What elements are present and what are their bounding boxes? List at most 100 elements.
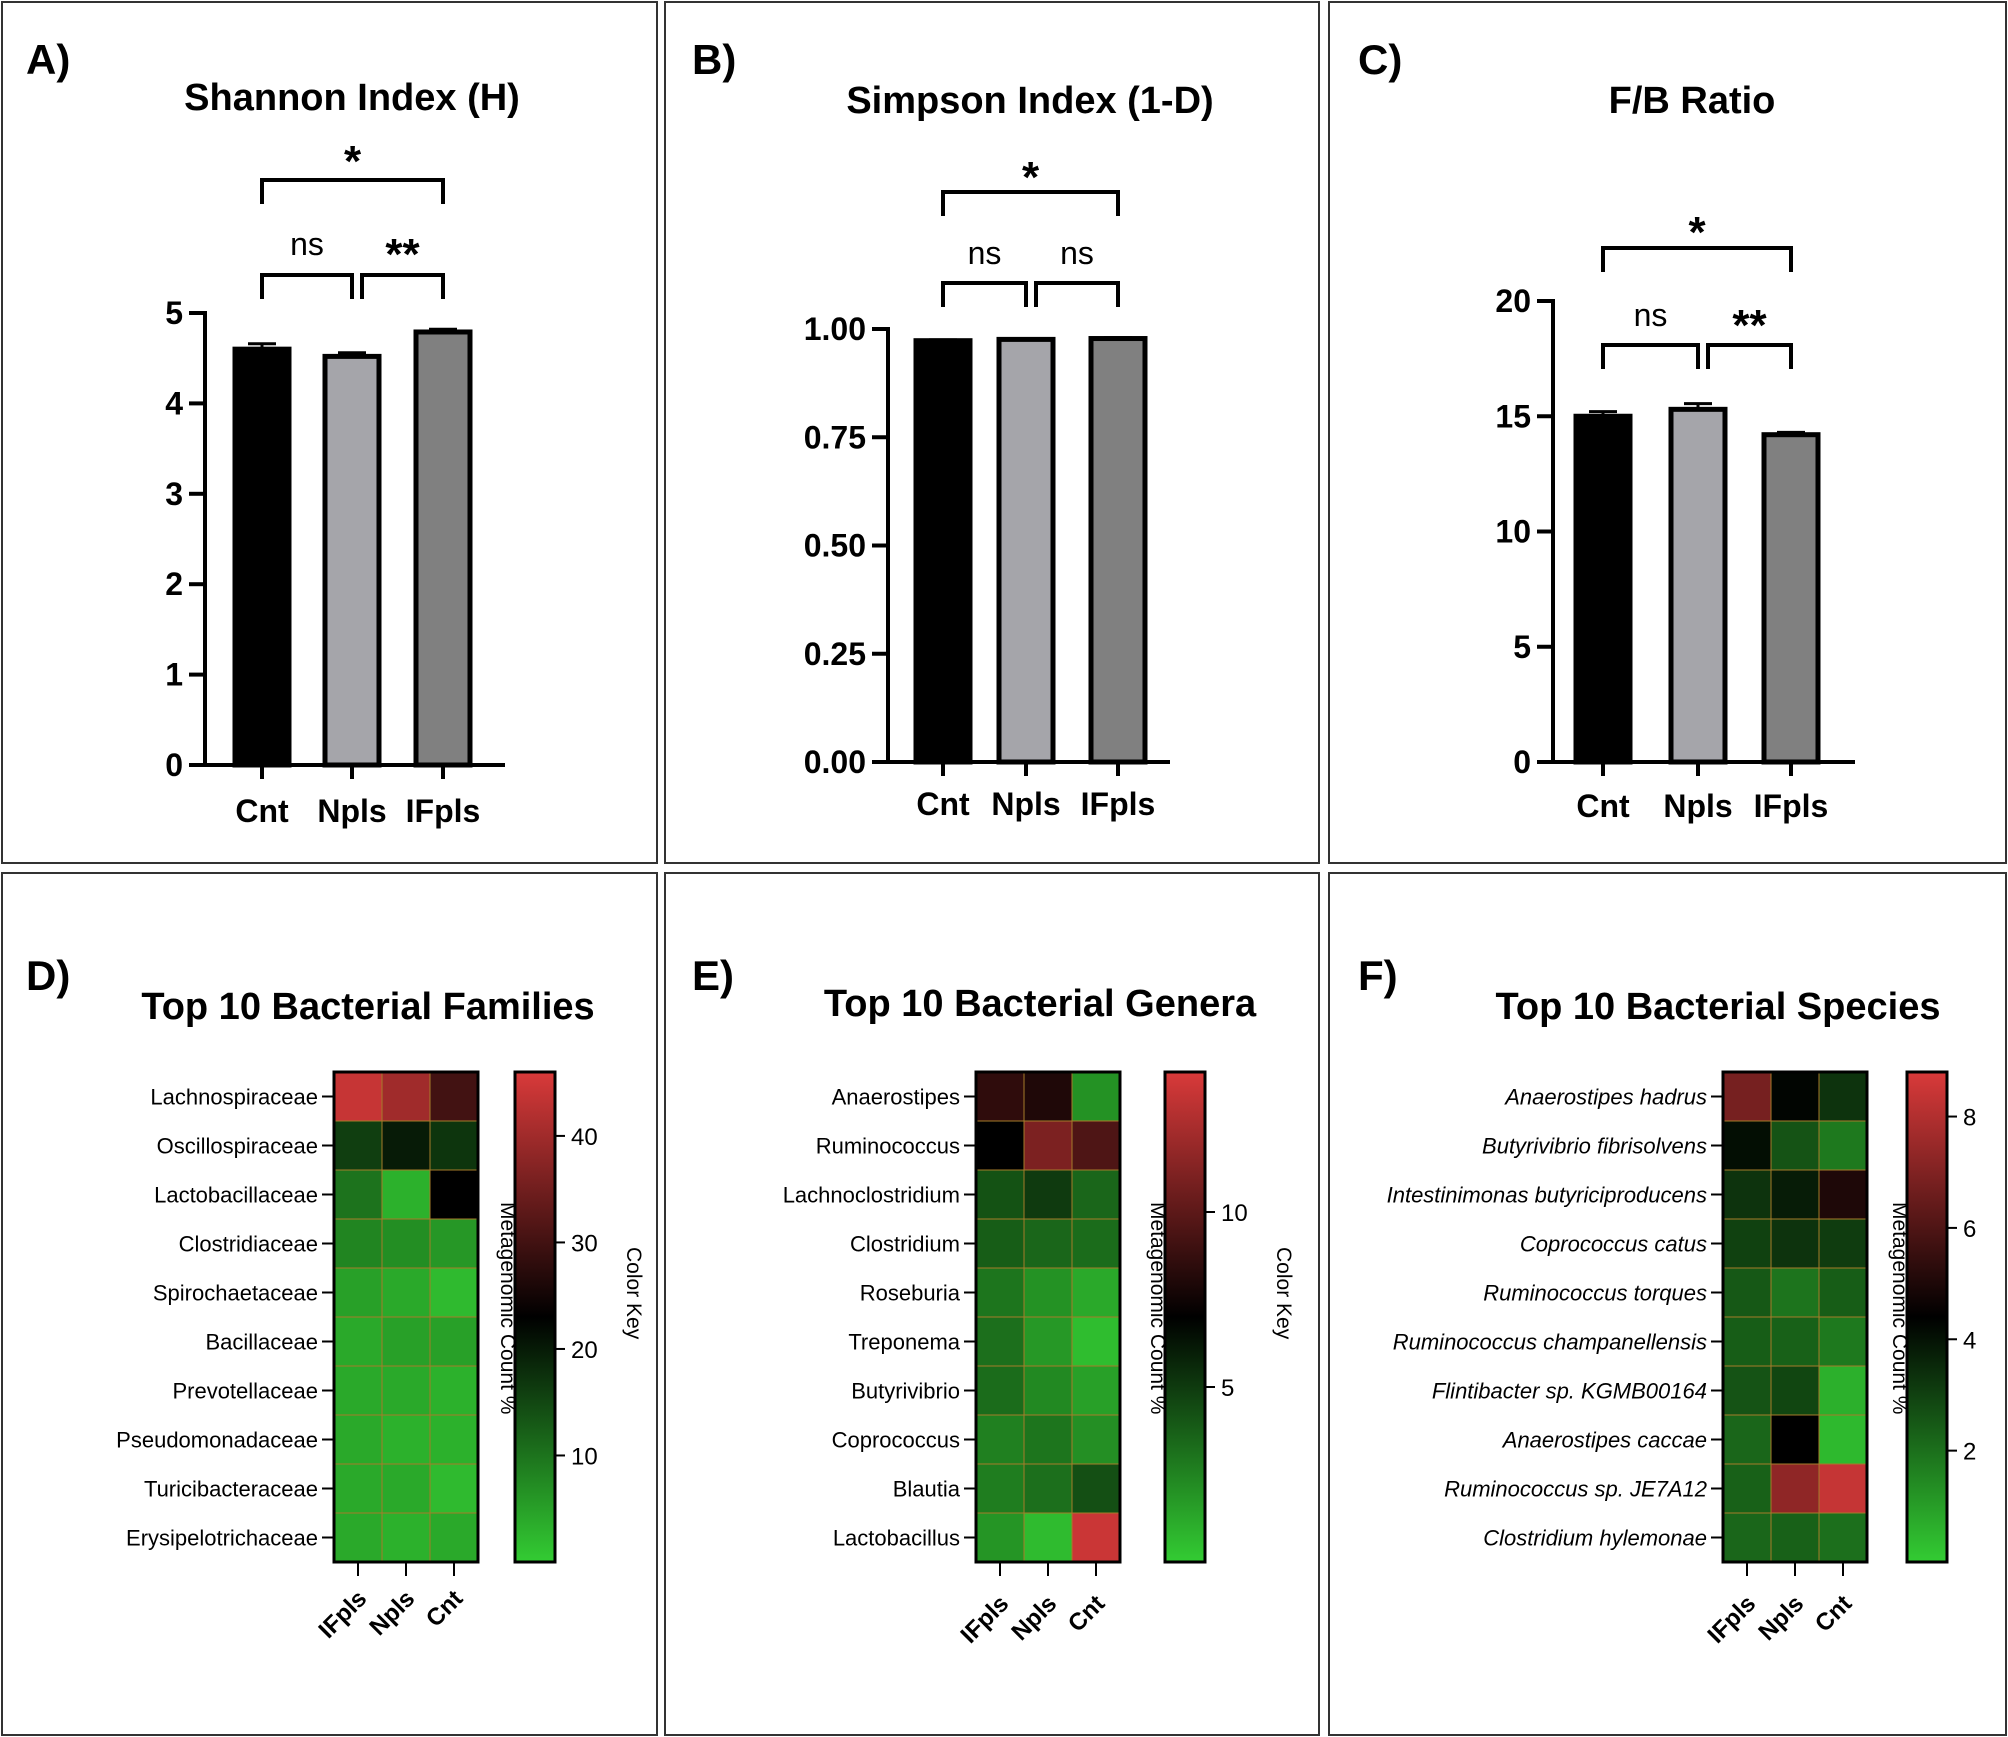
colorbar-title: Color Key (1272, 1247, 1295, 1340)
row-label: Anaerostipes caccae (1501, 1428, 1707, 1453)
heatmap-cell (429, 1218, 479, 1269)
heatmap-cell (975, 1169, 1025, 1220)
panel-frame-f (1328, 872, 2007, 1736)
heatmap-cell (429, 1169, 479, 1220)
significance-bracket (1601, 246, 1793, 272)
heatmap-cell (429, 1365, 479, 1416)
heatmap-cell (1071, 1120, 1121, 1171)
row-label: Coprococcus catus (1520, 1232, 1707, 1257)
row-label: Erysipelotrichaceae (126, 1526, 318, 1551)
colorbar (1905, 1070, 1949, 1564)
y-tick-label: 4 (165, 385, 183, 421)
heatmap-cell (975, 1218, 1025, 1269)
y-tick-label: 0 (165, 747, 183, 783)
heatmap-cell (1818, 1071, 1868, 1122)
heatmap-cell (381, 1169, 431, 1220)
heatmap-cell (381, 1120, 431, 1171)
panel-frame-d (1, 872, 658, 1736)
row-label: Anaerostipes hadrus (1503, 1085, 1707, 1110)
x-tick-label: IFpls (1754, 788, 1829, 824)
panel-frame-c (1328, 1, 2007, 864)
colorbar-tick-label: 10 (1221, 1200, 1248, 1227)
row-label: Coprococcus (832, 1428, 960, 1453)
heatmap-cell (381, 1463, 431, 1514)
row-label: Lachnospiraceae (150, 1085, 318, 1110)
heatmap-cell (1818, 1169, 1868, 1220)
x-tick-label: Npls (317, 793, 386, 829)
row-label: Lactobacillus (833, 1526, 960, 1551)
heatmap-cell (1722, 1218, 1772, 1269)
panel-letter-a: A) (26, 36, 70, 83)
heatmap-e: Anaerostipes Ruminococcus Lachnoclostridiu… (783, 1070, 1295, 1649)
row-label: Clostridium (850, 1232, 960, 1257)
row-label: Ruminococcus champanellensis (1393, 1330, 1707, 1355)
significance-bracket (941, 190, 1120, 216)
panel-title-a: Shannon Index (H) (184, 77, 520, 119)
y-tick-label: 10 (1495, 514, 1531, 550)
heatmap-cell (1071, 1071, 1121, 1122)
significance-bracket (1034, 281, 1120, 307)
significance-label: ns (1634, 297, 1668, 333)
heatmap-cell (975, 1071, 1025, 1122)
heatmap-cell (381, 1218, 431, 1269)
heatmap-cell (975, 1512, 1025, 1563)
panel-letter-c: C) (1358, 36, 1402, 83)
column-label: IFpls (1703, 1590, 1762, 1649)
column-label: Npls (1753, 1590, 1809, 1646)
row-label: Lactobacillaceae (154, 1183, 318, 1208)
significance-bracket (941, 281, 1028, 307)
y-tick-label: 0.50 (804, 528, 866, 564)
column-label: Npls (1006, 1590, 1062, 1646)
x-tick-label: Npls (1663, 788, 1732, 824)
heatmap-cell (429, 1267, 479, 1318)
colorbar-axis-label: Metagenomic Count % (496, 1202, 519, 1414)
heatmap-cell (975, 1463, 1025, 1514)
x-tick-label: IFpls (1081, 786, 1156, 822)
y-tick-label: 3 (165, 476, 183, 512)
heatmap-cell (1722, 1365, 1772, 1416)
colorbar-tick-label: 30 (571, 1230, 598, 1257)
heatmap-cell (1818, 1365, 1868, 1416)
panel-letter-e: E) (692, 952, 734, 999)
heatmap-cell (1722, 1071, 1772, 1122)
heatmap-cell (1770, 1512, 1820, 1563)
panel-title-e: Top 10 Bacterial Genera (824, 983, 1257, 1025)
heatmap-cell (381, 1316, 431, 1367)
colorbar (513, 1070, 557, 1564)
heatmap-cell (1818, 1267, 1868, 1318)
y-tick-label: 2 (165, 566, 183, 602)
panel-letter-d: D) (26, 952, 70, 999)
row-label: Bacillaceae (205, 1330, 318, 1355)
bar-cnt (232, 346, 292, 768)
row-label: Ruminococcus (816, 1134, 960, 1159)
heatmap-cell (1071, 1414, 1121, 1465)
row-label: Spirochaetaceae (153, 1281, 318, 1306)
significance-label: * (1022, 153, 1040, 202)
significance-bracket (260, 178, 445, 204)
panel-title-f: Top 10 Bacterial Species (1496, 986, 1941, 1028)
bar-ifpls (413, 329, 473, 768)
heatmap-cell (1023, 1365, 1073, 1416)
heatmap-cell (975, 1365, 1025, 1416)
bar-npls (1668, 406, 1728, 765)
heatmap-cell (1023, 1071, 1073, 1122)
bar-chart-b: 0.00 0.25 0.50 0.75 1.00 Cnt Npls IFpls ns ns * (804, 153, 1170, 822)
y-tick-label: 1 (165, 657, 183, 693)
bar-cnt (1573, 413, 1633, 765)
heatmap-cell (975, 1120, 1025, 1171)
heatmap-cell (381, 1512, 431, 1563)
row-label: Butyrivibrio (851, 1379, 960, 1404)
panel-frame-b (664, 1, 1320, 864)
row-label: Butyrivibrio fibrisolvens (1482, 1134, 1707, 1159)
y-tick-label: 5 (165, 295, 183, 331)
heatmap-cell (1023, 1414, 1073, 1465)
panel-title-d: Top 10 Bacterial Families (141, 986, 594, 1028)
heatmap-cell (1071, 1512, 1121, 1563)
heatmap-cell (1818, 1512, 1868, 1563)
panel-title-c: F/B Ratio (1609, 80, 1776, 122)
heatmap-cell (1722, 1414, 1772, 1465)
heatmap-cell (333, 1267, 383, 1318)
row-label: Lachnoclostridium (783, 1183, 960, 1208)
